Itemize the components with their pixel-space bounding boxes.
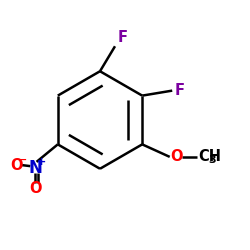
Text: N: N [28, 159, 42, 177]
Text: −: − [17, 154, 27, 164]
Text: F: F [118, 30, 128, 45]
Text: F: F [175, 82, 185, 98]
Text: O: O [171, 149, 183, 164]
Text: 3: 3 [209, 155, 216, 166]
Text: CH: CH [198, 149, 221, 164]
Text: O: O [10, 158, 23, 172]
Text: +: + [37, 157, 46, 167]
Text: O: O [29, 181, 42, 196]
